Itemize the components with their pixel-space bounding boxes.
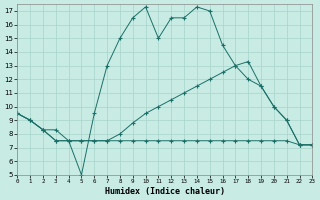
X-axis label: Humidex (Indice chaleur): Humidex (Indice chaleur) xyxy=(105,187,225,196)
